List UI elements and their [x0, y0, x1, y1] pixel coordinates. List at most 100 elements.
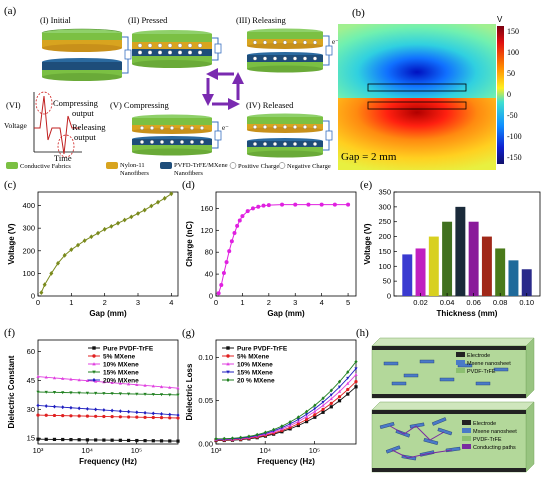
legend-label-mxene-2: Mxene nanosheet [473, 429, 517, 435]
data-point [176, 413, 180, 418]
data-point [280, 202, 285, 207]
data-point [77, 438, 81, 442]
panel-e: (e) 0 50 100 150 200 250 300 350 0.02 0.04 0.06 0.0… [360, 179, 541, 318]
x-tick-label: 10⁴ [81, 446, 93, 455]
data-point [44, 413, 48, 417]
data-point [94, 414, 98, 418]
data-point [61, 391, 65, 395]
data-point [135, 415, 139, 419]
data-point [296, 418, 300, 422]
series-line [215, 368, 357, 440]
data-point [85, 406, 90, 411]
composite-block-high-mxene: Electrode Mxene nanosheet PVDF-TrFE Cond… [371, 401, 535, 473]
y-tick-label: 15 [27, 434, 35, 443]
data-point [135, 410, 139, 415]
data-point [151, 439, 155, 443]
data-point [313, 409, 317, 413]
data-point [151, 411, 155, 416]
stage-released-label: (IV) Released [246, 100, 294, 110]
data-point [306, 202, 311, 207]
data-point [329, 388, 333, 393]
data-point [176, 416, 180, 420]
plot-frame [393, 191, 541, 297]
data-point [159, 439, 164, 443]
data-point [337, 385, 342, 389]
x-tick-label: 0.10 [519, 298, 534, 307]
legend-label-electrode-2: Electrode [473, 421, 496, 427]
data-point [36, 374, 40, 378]
data-point [61, 437, 65, 442]
time-axis-label: Time [54, 153, 72, 163]
data-point [136, 211, 140, 216]
data-point [39, 290, 44, 296]
y-tick-label: 120 [200, 226, 213, 235]
stage-initial-device [41, 28, 132, 81]
data-point [102, 226, 107, 232]
data-point [229, 239, 234, 244]
series-line [218, 204, 349, 294]
compressing-output-label: Compressing output [53, 98, 99, 118]
series-line [215, 374, 357, 441]
data-point [52, 437, 57, 442]
data-point [226, 346, 230, 350]
colorbar-tick: 100 [507, 48, 519, 57]
data-point [168, 412, 172, 417]
stage-releasing-device: e⁻ [247, 28, 339, 73]
data-point [288, 420, 292, 424]
data-point [116, 220, 120, 226]
data-point [149, 203, 154, 209]
data-point [94, 438, 98, 442]
data-point [52, 376, 57, 380]
stage-pressed-device [132, 30, 222, 68]
y-tick-label: 100 [22, 269, 35, 278]
colorbar-ticks: 150 100 50 0 -50 -100 -150 [507, 27, 522, 162]
y-tick-label: 60 [27, 347, 35, 356]
legend-label: 5% MXene [103, 354, 136, 361]
x-tick-label: 10⁵ [309, 446, 320, 455]
data-point [44, 437, 48, 441]
legend-label-pvdf: PVFD-TrFE/MXene Nanofibers [174, 162, 228, 177]
data-point [313, 415, 317, 419]
data-point [168, 393, 172, 397]
x-axis-label: Frequency (Hz) [257, 457, 315, 466]
data-point [102, 392, 106, 396]
data-point [44, 404, 48, 408]
data-point [354, 372, 358, 376]
data-point [77, 378, 81, 382]
x-axis-label: Gap (mm) [89, 309, 127, 318]
data-point [304, 417, 309, 422]
data-point [346, 202, 351, 207]
x-tick-label: 0.08 [493, 298, 508, 307]
x-tick-label: 3 [136, 298, 140, 307]
data-point [126, 382, 131, 386]
data-point [313, 407, 317, 411]
chart-charge-vs-gap: 0 1 2 3 4 5 0 40 80 120 160 Gap (mm) Charge (nC) [185, 191, 357, 318]
data-point [319, 202, 324, 207]
stage-compressing-device: e⁻ [132, 114, 229, 156]
colorbar-tick: 150 [507, 27, 519, 36]
data-point [126, 415, 131, 419]
data-point [94, 379, 98, 383]
stage-released-device [247, 113, 333, 158]
data-point [69, 377, 73, 381]
data-point [92, 370, 96, 374]
data-point [122, 217, 127, 223]
data-point [280, 424, 284, 429]
data-point [235, 223, 240, 228]
data-point [159, 393, 164, 397]
legend-label: 15% MXene [103, 370, 139, 377]
x-axis-label: Thickness (mm) [437, 309, 498, 318]
y-tick-label: 0.05 [198, 396, 213, 405]
data-point [110, 380, 114, 384]
data-point [337, 395, 342, 399]
data-point [288, 422, 292, 426]
chart-voltage-vs-thickness: 0 50 100 150 200 250 300 350 0.02 0.04 0.06 0.08 0.1… [363, 188, 541, 318]
data-point [159, 412, 164, 416]
legend-label-pvdf-2: PVDF-TrFE [473, 437, 502, 443]
data-point [321, 410, 325, 414]
panel-e-label: (e) [360, 179, 373, 191]
legend-label: 5% MXene [237, 354, 270, 361]
data-point [82, 238, 87, 244]
